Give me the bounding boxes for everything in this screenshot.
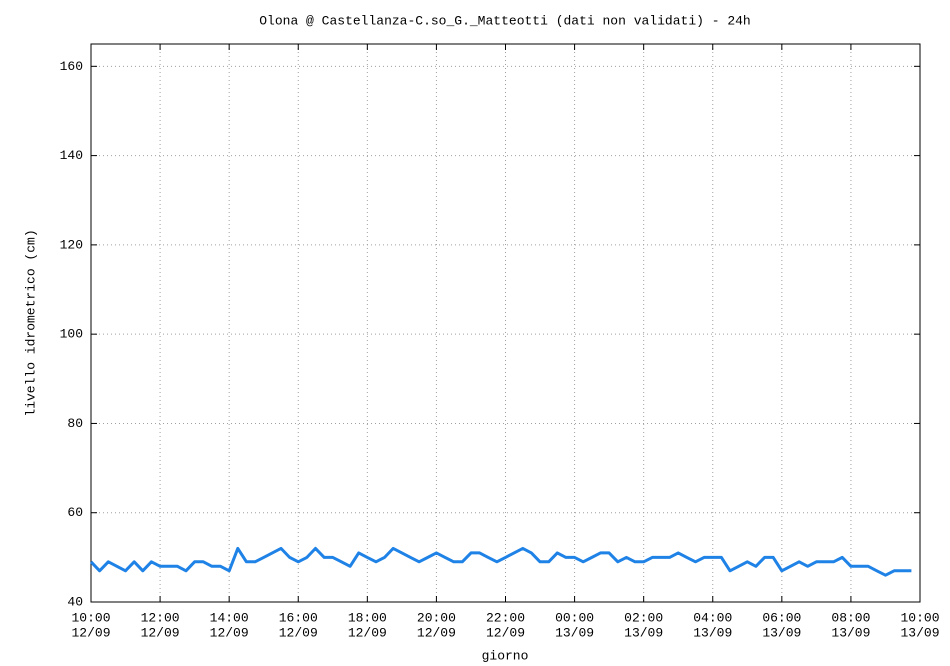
x-tick-label: 14:00 — [210, 610, 249, 625]
y-tick-label: 160 — [60, 59, 83, 74]
x-tick-label: 16:00 — [279, 610, 318, 625]
x-tick-label: 12:00 — [141, 610, 180, 625]
x-tick-label: 12/09 — [486, 625, 525, 640]
x-axis-label: giorno — [482, 648, 529, 663]
x-tick-label: 12/09 — [71, 625, 110, 640]
y-tick-label: 120 — [60, 237, 83, 252]
data-line — [89, 546, 912, 577]
x-tick-label: 10:00 — [900, 610, 939, 625]
y-tick-label: 40 — [67, 594, 83, 609]
x-tick-label: 12/09 — [279, 625, 318, 640]
x-tick-label: 12/09 — [141, 625, 180, 640]
x-tick-label: 06:00 — [762, 610, 801, 625]
x-tick-label: 13/09 — [624, 625, 663, 640]
x-tick-label: 18:00 — [348, 610, 387, 625]
x-tick-label: 13/09 — [900, 625, 939, 640]
x-tick-label: 12/09 — [348, 625, 387, 640]
x-tick-label: 13/09 — [555, 625, 594, 640]
x-tick-label: 04:00 — [693, 610, 732, 625]
y-tick-label: 60 — [67, 505, 83, 520]
y-tick-label: 100 — [60, 327, 83, 342]
x-tick-label: 22:00 — [486, 610, 525, 625]
plot-frame — [90, 43, 921, 603]
x-tick-label: 12/09 — [417, 625, 456, 640]
x-tick-label: 10:00 — [71, 610, 110, 625]
y-axis-label: livello idrometrico (cm) — [23, 229, 38, 416]
y-tick-label: 80 — [67, 416, 83, 431]
x-tick-label: 00:00 — [555, 610, 594, 625]
x-tick-label: 12/09 — [210, 625, 249, 640]
x-tick-label: 02:00 — [624, 610, 663, 625]
chart-title: Olona @ Castellanza-C.so_G._Matteotti (d… — [259, 13, 750, 28]
x-tick-label: 20:00 — [417, 610, 456, 625]
y-tick-label: 140 — [60, 148, 83, 163]
x-tick-label: 13/09 — [693, 625, 732, 640]
x-tick-label: 13/09 — [762, 625, 801, 640]
x-tick-label: 13/09 — [831, 625, 870, 640]
x-tick-label: 08:00 — [831, 610, 870, 625]
